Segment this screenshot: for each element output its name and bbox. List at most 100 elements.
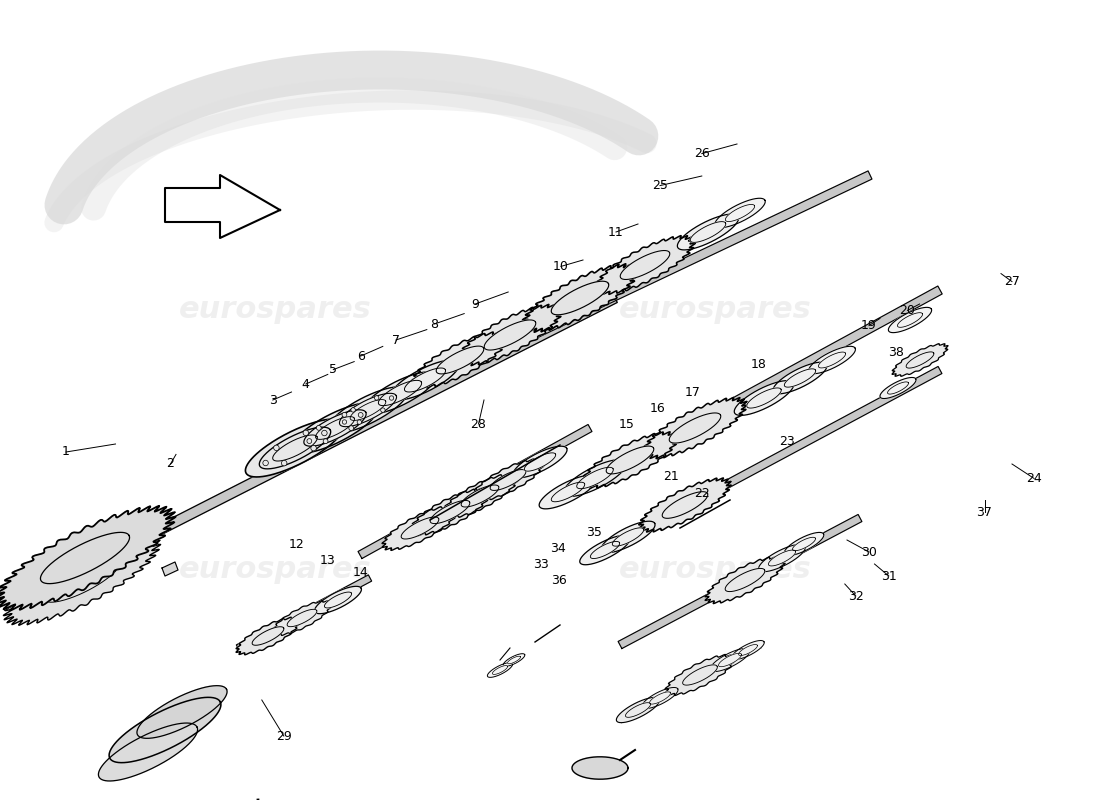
Polygon shape: [784, 369, 816, 387]
Polygon shape: [521, 264, 638, 332]
Polygon shape: [880, 378, 916, 398]
Text: 29: 29: [276, 730, 292, 742]
Polygon shape: [725, 205, 755, 222]
Polygon shape: [889, 307, 932, 333]
Text: 26: 26: [694, 147, 710, 160]
Polygon shape: [304, 410, 366, 446]
Text: 35: 35: [586, 526, 602, 538]
Polygon shape: [491, 470, 526, 490]
Polygon shape: [906, 352, 934, 368]
Circle shape: [351, 408, 355, 412]
Polygon shape: [725, 569, 764, 591]
Polygon shape: [792, 538, 815, 550]
Text: eurospares: eurospares: [178, 555, 372, 585]
Text: 27: 27: [1004, 275, 1020, 288]
Polygon shape: [378, 380, 421, 406]
Polygon shape: [292, 402, 378, 454]
Polygon shape: [410, 488, 491, 536]
Polygon shape: [405, 368, 446, 392]
Text: 19: 19: [861, 319, 877, 332]
Polygon shape: [784, 533, 824, 555]
Text: 7: 7: [392, 334, 400, 346]
Polygon shape: [711, 649, 750, 671]
Polygon shape: [551, 281, 608, 315]
Polygon shape: [642, 687, 678, 709]
Polygon shape: [260, 427, 331, 469]
Polygon shape: [472, 459, 543, 501]
Circle shape: [263, 460, 268, 466]
Text: 34: 34: [550, 542, 565, 554]
Polygon shape: [411, 332, 508, 388]
Circle shape: [321, 430, 327, 436]
Polygon shape: [165, 175, 280, 238]
Polygon shape: [525, 453, 556, 471]
Polygon shape: [390, 360, 460, 400]
Polygon shape: [759, 544, 805, 572]
Polygon shape: [580, 535, 630, 565]
Circle shape: [342, 412, 346, 417]
Polygon shape: [738, 645, 758, 655]
Polygon shape: [136, 686, 227, 738]
Text: 4: 4: [301, 378, 310, 390]
Polygon shape: [493, 666, 507, 674]
Polygon shape: [818, 352, 846, 368]
Polygon shape: [287, 610, 317, 626]
Polygon shape: [808, 346, 856, 374]
Polygon shape: [616, 698, 660, 722]
Text: 28: 28: [471, 418, 486, 430]
Polygon shape: [690, 222, 726, 242]
Circle shape: [349, 426, 353, 430]
Polygon shape: [340, 394, 397, 426]
Polygon shape: [732, 641, 764, 659]
Polygon shape: [666, 654, 735, 695]
Polygon shape: [683, 665, 717, 685]
Polygon shape: [618, 514, 862, 649]
Text: 32: 32: [848, 590, 864, 602]
Polygon shape: [892, 344, 948, 376]
Polygon shape: [705, 556, 785, 604]
Text: 38: 38: [889, 346, 904, 358]
Text: 21: 21: [663, 470, 679, 482]
Polygon shape: [898, 313, 923, 327]
Polygon shape: [3, 534, 161, 626]
Text: 22: 22: [694, 487, 710, 500]
Text: 6: 6: [356, 350, 365, 362]
Text: 23: 23: [779, 435, 794, 448]
Circle shape: [304, 430, 309, 436]
Text: 17: 17: [685, 386, 701, 398]
Text: 25: 25: [652, 179, 668, 192]
Polygon shape: [236, 575, 372, 651]
Polygon shape: [773, 362, 827, 394]
Polygon shape: [639, 478, 732, 532]
Text: 11: 11: [608, 226, 624, 238]
Polygon shape: [487, 662, 513, 678]
Polygon shape: [620, 250, 670, 279]
Polygon shape: [669, 413, 720, 443]
Polygon shape: [678, 214, 738, 250]
Polygon shape: [649, 692, 671, 704]
Text: 1: 1: [62, 446, 70, 458]
Circle shape: [381, 408, 385, 412]
Circle shape: [307, 438, 311, 443]
Circle shape: [389, 396, 394, 400]
Polygon shape: [315, 586, 362, 614]
Polygon shape: [328, 387, 408, 433]
Text: 5: 5: [329, 363, 338, 376]
Polygon shape: [582, 432, 679, 488]
Polygon shape: [563, 459, 627, 497]
Text: 10: 10: [553, 260, 569, 273]
Polygon shape: [715, 198, 766, 228]
Text: 12: 12: [289, 538, 305, 550]
Text: 31: 31: [881, 570, 896, 582]
Polygon shape: [626, 702, 650, 718]
Polygon shape: [245, 419, 344, 477]
Polygon shape: [888, 382, 909, 394]
Circle shape: [358, 420, 362, 424]
Text: 24: 24: [1026, 472, 1042, 485]
Polygon shape: [551, 482, 585, 502]
Polygon shape: [461, 485, 498, 507]
Text: 9: 9: [471, 298, 480, 310]
Text: eurospares: eurospares: [618, 555, 812, 585]
Circle shape: [342, 420, 346, 424]
Polygon shape: [642, 398, 747, 458]
